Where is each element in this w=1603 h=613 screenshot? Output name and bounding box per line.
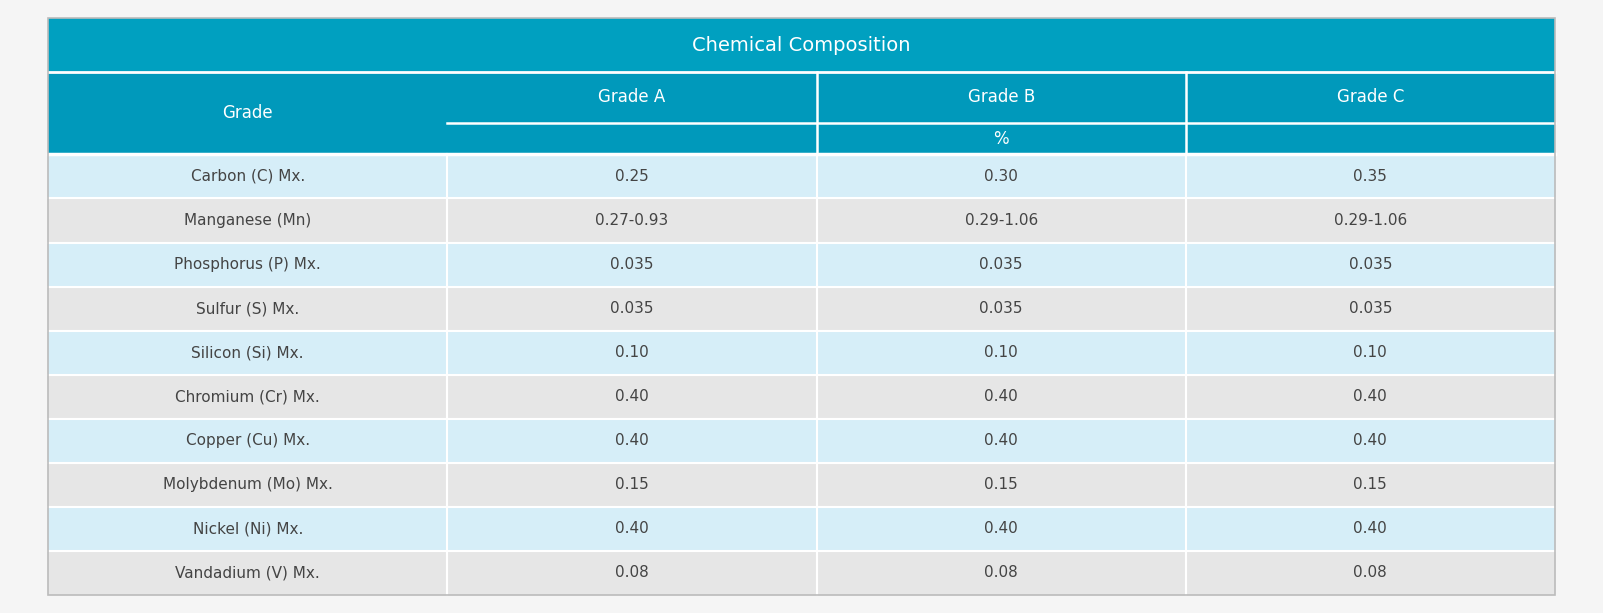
Bar <box>48 550 447 595</box>
Text: 0.40: 0.40 <box>1353 433 1387 448</box>
Bar <box>1186 506 1555 550</box>
Bar <box>48 463 447 506</box>
Bar <box>1186 72 1555 123</box>
Text: %: % <box>994 129 1008 148</box>
Text: 0.08: 0.08 <box>616 565 649 580</box>
Bar <box>48 375 447 419</box>
Bar <box>816 330 1186 375</box>
Bar <box>48 243 447 286</box>
Text: 0.40: 0.40 <box>616 389 649 404</box>
Bar <box>816 550 1186 595</box>
Text: Molybdenum (Mo) Mx.: Molybdenum (Mo) Mx. <box>164 477 333 492</box>
Text: 0.40: 0.40 <box>984 389 1018 404</box>
Text: 0.29-1.06: 0.29-1.06 <box>1334 213 1407 228</box>
Bar <box>48 72 447 154</box>
Text: Grade C: Grade C <box>1337 88 1404 107</box>
Bar <box>1186 463 1555 506</box>
Bar <box>48 330 447 375</box>
Bar <box>48 419 447 463</box>
Bar <box>1186 154 1555 199</box>
Bar <box>1186 199 1555 243</box>
Text: 0.30: 0.30 <box>984 169 1018 184</box>
Text: Grade B: Grade B <box>968 88 1036 107</box>
Bar <box>447 123 1555 154</box>
Text: 0.29-1.06: 0.29-1.06 <box>965 213 1037 228</box>
Bar <box>816 375 1186 419</box>
Text: 0.40: 0.40 <box>984 521 1018 536</box>
Bar <box>447 375 816 419</box>
Bar <box>447 463 816 506</box>
Bar <box>816 199 1186 243</box>
Bar <box>447 286 816 330</box>
Bar <box>1186 375 1555 419</box>
Bar <box>447 72 816 123</box>
Text: 0.10: 0.10 <box>616 345 649 360</box>
Text: Copper (Cu) Mx.: Copper (Cu) Mx. <box>186 433 309 448</box>
Text: Silicon (Si) Mx.: Silicon (Si) Mx. <box>191 345 305 360</box>
Text: 0.035: 0.035 <box>611 301 654 316</box>
Text: 0.15: 0.15 <box>616 477 649 492</box>
Text: Phosphorus (P) Mx.: Phosphorus (P) Mx. <box>175 257 321 272</box>
Text: 0.08: 0.08 <box>984 565 1018 580</box>
Text: Nickel (Ni) Mx.: Nickel (Ni) Mx. <box>192 521 303 536</box>
Text: 0.10: 0.10 <box>984 345 1018 360</box>
Text: 0.40: 0.40 <box>984 433 1018 448</box>
Text: 0.27-0.93: 0.27-0.93 <box>595 213 668 228</box>
Text: 0.15: 0.15 <box>984 477 1018 492</box>
Bar <box>1186 330 1555 375</box>
Text: 0.40: 0.40 <box>1353 521 1387 536</box>
Text: 0.35: 0.35 <box>1353 169 1387 184</box>
Text: 0.035: 0.035 <box>979 301 1023 316</box>
Text: 0.10: 0.10 <box>1353 345 1387 360</box>
Text: Vandadium (V) Mx.: Vandadium (V) Mx. <box>175 565 321 580</box>
Text: Carbon (C) Mx.: Carbon (C) Mx. <box>191 169 305 184</box>
Bar <box>48 18 1555 72</box>
Bar <box>816 506 1186 550</box>
Bar <box>48 199 447 243</box>
Bar <box>1186 419 1555 463</box>
Text: Chromium (Cr) Mx.: Chromium (Cr) Mx. <box>175 389 321 404</box>
Bar <box>447 243 816 286</box>
Text: 0.15: 0.15 <box>1353 477 1387 492</box>
Bar <box>447 419 816 463</box>
Bar <box>447 506 816 550</box>
Text: 0.40: 0.40 <box>616 521 649 536</box>
Bar <box>1186 243 1555 286</box>
Bar <box>816 463 1186 506</box>
Text: 0.035: 0.035 <box>611 257 654 272</box>
Bar <box>816 154 1186 199</box>
Bar <box>816 419 1186 463</box>
Text: 0.40: 0.40 <box>616 433 649 448</box>
Bar <box>816 243 1186 286</box>
Bar <box>447 330 816 375</box>
Bar <box>816 286 1186 330</box>
Text: 0.25: 0.25 <box>616 169 649 184</box>
Text: Sulfur (S) Mx.: Sulfur (S) Mx. <box>196 301 300 316</box>
Text: Grade: Grade <box>223 104 273 123</box>
Bar <box>447 154 816 199</box>
Text: Manganese (Mn): Manganese (Mn) <box>184 213 311 228</box>
Text: Grade A: Grade A <box>598 88 665 107</box>
Text: 0.035: 0.035 <box>1348 301 1391 316</box>
Text: 0.08: 0.08 <box>1353 565 1387 580</box>
Bar <box>48 506 447 550</box>
Bar <box>1186 286 1555 330</box>
Bar <box>1186 550 1555 595</box>
Bar <box>48 286 447 330</box>
Text: 0.40: 0.40 <box>1353 389 1387 404</box>
Text: Chemical Composition: Chemical Composition <box>692 36 911 55</box>
Text: 0.035: 0.035 <box>1348 257 1391 272</box>
Text: 0.035: 0.035 <box>979 257 1023 272</box>
Bar <box>816 72 1186 123</box>
Bar <box>447 550 816 595</box>
Bar <box>447 199 816 243</box>
Bar <box>48 154 447 199</box>
